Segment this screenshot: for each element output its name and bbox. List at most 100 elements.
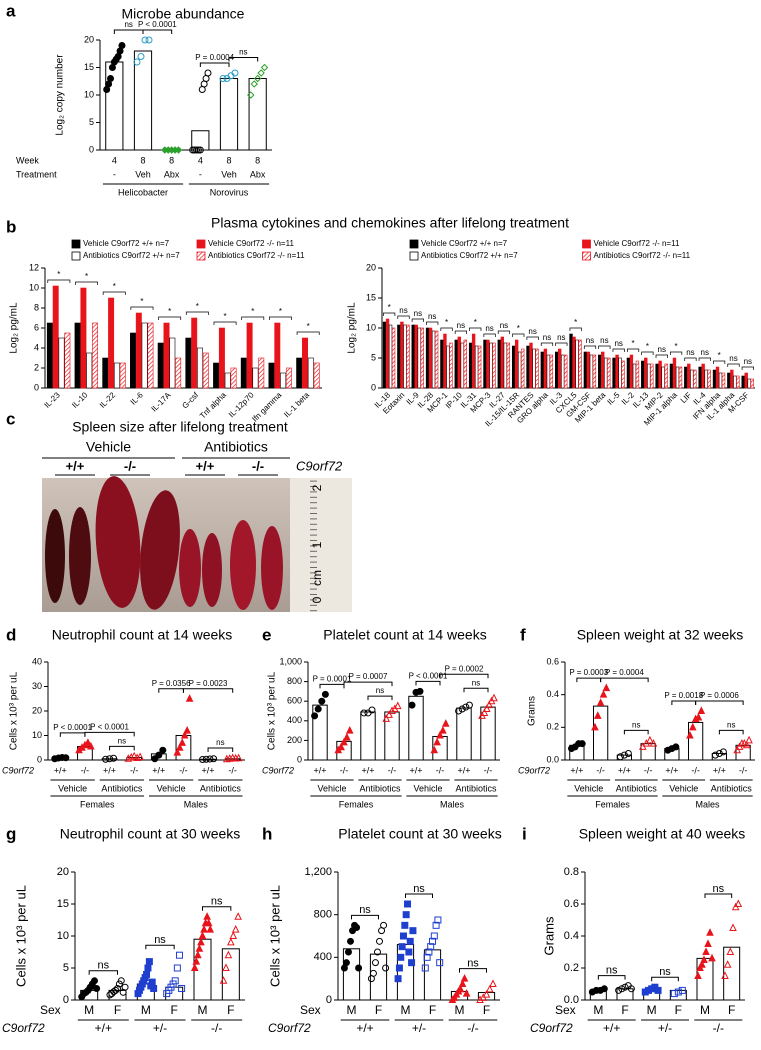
panel-letter: f [520,625,526,644]
comparison-bracket [88,970,118,975]
comparison-bracket [695,700,744,705]
bar [108,297,115,389]
bar [723,946,741,1001]
data-point [726,947,735,955]
comparison-bracket [199,62,230,67]
data-point [670,990,678,998]
significance-bracket [612,348,625,352]
panel-letter: c [6,409,15,428]
y-axis-label: Log₂ pg/mL [9,302,20,354]
legend-swatch [196,251,206,261]
row-label: Sex [555,1003,576,1017]
x-tick-label: +/+ [313,765,326,775]
x-tick-label: IL-1 beta [282,390,311,419]
data-point [745,735,753,744]
legend-label: Vehicle C9orf72 +/+ n=7 [421,239,508,248]
significance-label: * [251,307,254,316]
y-tick-label: 10 [84,89,94,99]
y-tick-label: 12 [29,262,39,272]
y-tick-label: 0 [37,754,42,764]
y-tick-label: 10 [366,322,376,332]
data-point [578,740,586,748]
bar [197,347,204,389]
group-row-label: C9orf72 [268,1021,311,1035]
group-label: +/- [658,1021,672,1035]
bar [443,333,447,389]
comparison-label: ns [659,966,671,978]
significance-label: * [517,324,520,333]
bar [102,357,109,389]
comparison-label: P = 0.0004 [605,668,644,677]
bar [457,336,461,389]
data-point [409,927,417,935]
x-tick-label: M [700,1003,710,1017]
bar [240,357,247,389]
panel-letter: i [522,824,527,843]
significance-bracket [213,321,237,325]
panel-letter: b [6,217,16,236]
group-label: -/- [467,1021,478,1035]
bar [202,352,209,389]
data-point [183,725,191,734]
data-point [616,753,624,761]
bar [684,366,688,389]
bar [583,351,588,389]
bar [601,351,605,389]
data-point [688,722,697,731]
bar [506,342,511,389]
bar [64,332,71,389]
x-tick-label: F [728,1003,735,1017]
y-tick-label: 400 [287,715,302,725]
bar [690,369,694,389]
bar [163,322,170,389]
data-point [646,735,654,744]
bar [564,354,568,389]
data-point [421,964,429,972]
bar [360,711,376,761]
bar [483,339,487,389]
bar [221,948,240,1001]
spleen [95,476,141,608]
bar [169,337,176,389]
panel-letter: g [6,824,16,843]
data-point [694,971,702,979]
data-point [145,36,153,44]
bar [468,342,473,389]
x-tick-label: -/- [596,765,605,775]
significance-label: ns [457,321,465,330]
y-tick-label: 15 [84,62,94,72]
data-point [376,937,384,945]
significance-label: ns [586,336,594,345]
y-tick-label: 0.2 [564,962,579,974]
x-tick-label: -/- [484,765,493,775]
bar [454,339,458,389]
x-tick-label: 4 [198,155,203,165]
bar [721,372,726,389]
data-point [429,937,436,945]
data-point [199,756,207,764]
comparison-bracket [319,683,345,689]
data-point [711,751,719,759]
data-point [219,75,227,82]
group-label: +/- [153,1021,167,1035]
legend-swatch [409,239,419,249]
panel-title: Platelet count at 30 weeks [338,826,501,842]
x-tick-label: M [347,1003,357,1017]
bar [650,363,654,389]
significance-bracket [526,336,539,340]
comparison-label: ns [376,686,384,695]
comparison-bracket [597,975,626,980]
significance-bracket [626,348,640,352]
y-axis-label: Cells x 10³ per uL [267,885,282,987]
data-point [360,709,368,717]
bar [635,360,640,389]
x-tick-label: -/- [340,765,349,775]
data-point [465,701,473,709]
bar [750,378,754,389]
bar [521,348,525,389]
bar [641,360,645,389]
data-point [178,984,186,992]
comparison-bracket [367,695,393,701]
significance-label: * [113,282,116,291]
